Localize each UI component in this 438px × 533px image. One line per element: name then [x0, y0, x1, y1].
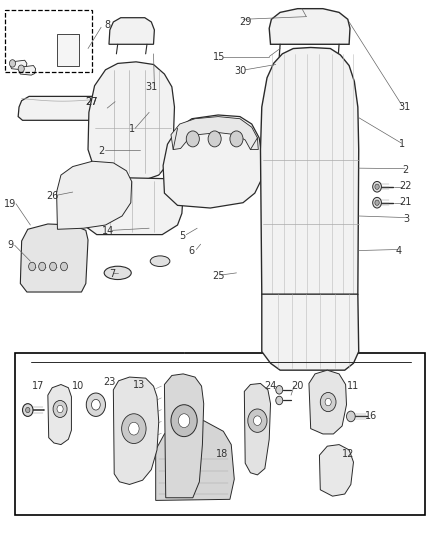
Polygon shape	[261, 47, 359, 308]
Circle shape	[248, 409, 267, 432]
Circle shape	[171, 405, 197, 437]
Text: 5: 5	[179, 231, 185, 241]
Circle shape	[10, 60, 15, 67]
Circle shape	[254, 416, 261, 425]
Circle shape	[186, 131, 199, 147]
Text: 27: 27	[85, 96, 98, 107]
Circle shape	[129, 422, 139, 435]
Text: 2: 2	[98, 146, 104, 156]
Polygon shape	[18, 96, 107, 120]
Text: 13: 13	[134, 379, 146, 390]
Circle shape	[18, 65, 24, 72]
Text: 16: 16	[365, 411, 377, 422]
Circle shape	[25, 407, 30, 413]
Polygon shape	[19, 66, 35, 75]
Text: 23: 23	[104, 377, 116, 387]
Text: 25: 25	[212, 271, 224, 281]
Polygon shape	[309, 370, 346, 434]
Text: 26: 26	[46, 191, 58, 201]
Text: 22: 22	[399, 181, 412, 191]
Polygon shape	[11, 60, 27, 70]
Text: 30: 30	[234, 66, 246, 76]
Text: 17: 17	[32, 381, 44, 391]
Circle shape	[22, 403, 33, 416]
Polygon shape	[269, 9, 350, 44]
Polygon shape	[163, 115, 262, 208]
Text: 31: 31	[145, 82, 157, 92]
Text: PON: PON	[63, 41, 74, 46]
Text: 21: 21	[400, 197, 412, 207]
Polygon shape	[81, 177, 183, 235]
Polygon shape	[20, 224, 88, 292]
Text: 6: 6	[189, 246, 195, 255]
Circle shape	[375, 184, 379, 189]
Text: 31: 31	[399, 102, 411, 112]
Text: 27: 27	[85, 96, 98, 107]
Circle shape	[49, 262, 57, 271]
Ellipse shape	[117, 23, 146, 39]
Text: 15: 15	[213, 52, 225, 61]
Circle shape	[57, 405, 63, 413]
Bar	[14, 353, 425, 515]
Polygon shape	[109, 18, 154, 44]
Text: 12: 12	[342, 449, 354, 458]
Text: 8: 8	[105, 20, 111, 30]
Circle shape	[178, 414, 190, 427]
Polygon shape	[57, 161, 132, 229]
Polygon shape	[319, 445, 353, 496]
Ellipse shape	[284, 16, 336, 38]
Polygon shape	[155, 421, 234, 500]
Polygon shape	[164, 374, 204, 498]
Circle shape	[375, 200, 379, 205]
Ellipse shape	[104, 266, 131, 279]
Polygon shape	[88, 62, 174, 181]
Text: 2: 2	[403, 165, 409, 175]
Text: 7: 7	[109, 270, 115, 279]
Circle shape	[373, 181, 381, 192]
Polygon shape	[244, 383, 271, 475]
Circle shape	[320, 392, 336, 411]
Text: 24: 24	[264, 381, 277, 391]
Text: 4: 4	[396, 246, 402, 255]
Text: 10: 10	[72, 381, 85, 391]
Circle shape	[60, 262, 67, 271]
Circle shape	[373, 197, 381, 208]
Circle shape	[276, 396, 283, 405]
Polygon shape	[171, 117, 258, 150]
Text: 14: 14	[102, 227, 114, 237]
Polygon shape	[71, 34, 79, 40]
Ellipse shape	[150, 256, 170, 266]
Text: 1: 1	[399, 139, 406, 149]
Bar	[5, 10, 92, 72]
Bar	[57, 34, 79, 66]
Text: 11: 11	[347, 381, 360, 391]
Text: 10: 10	[65, 47, 71, 52]
Text: 9: 9	[7, 240, 14, 250]
Text: 1: 1	[129, 124, 135, 134]
Circle shape	[92, 399, 100, 410]
Text: 29: 29	[239, 17, 251, 27]
Circle shape	[39, 262, 46, 271]
Circle shape	[86, 393, 106, 416]
Polygon shape	[48, 384, 71, 445]
Polygon shape	[113, 377, 159, 484]
Text: 3: 3	[404, 214, 410, 224]
Text: 20: 20	[291, 381, 304, 391]
Circle shape	[53, 400, 67, 417]
Circle shape	[122, 414, 146, 443]
Text: 18: 18	[216, 449, 229, 458]
Polygon shape	[262, 294, 359, 370]
Circle shape	[208, 131, 221, 147]
Circle shape	[276, 385, 283, 394]
Circle shape	[346, 411, 355, 422]
Circle shape	[230, 131, 243, 147]
Text: 19: 19	[4, 199, 16, 209]
Circle shape	[325, 398, 331, 406]
Circle shape	[28, 262, 35, 271]
